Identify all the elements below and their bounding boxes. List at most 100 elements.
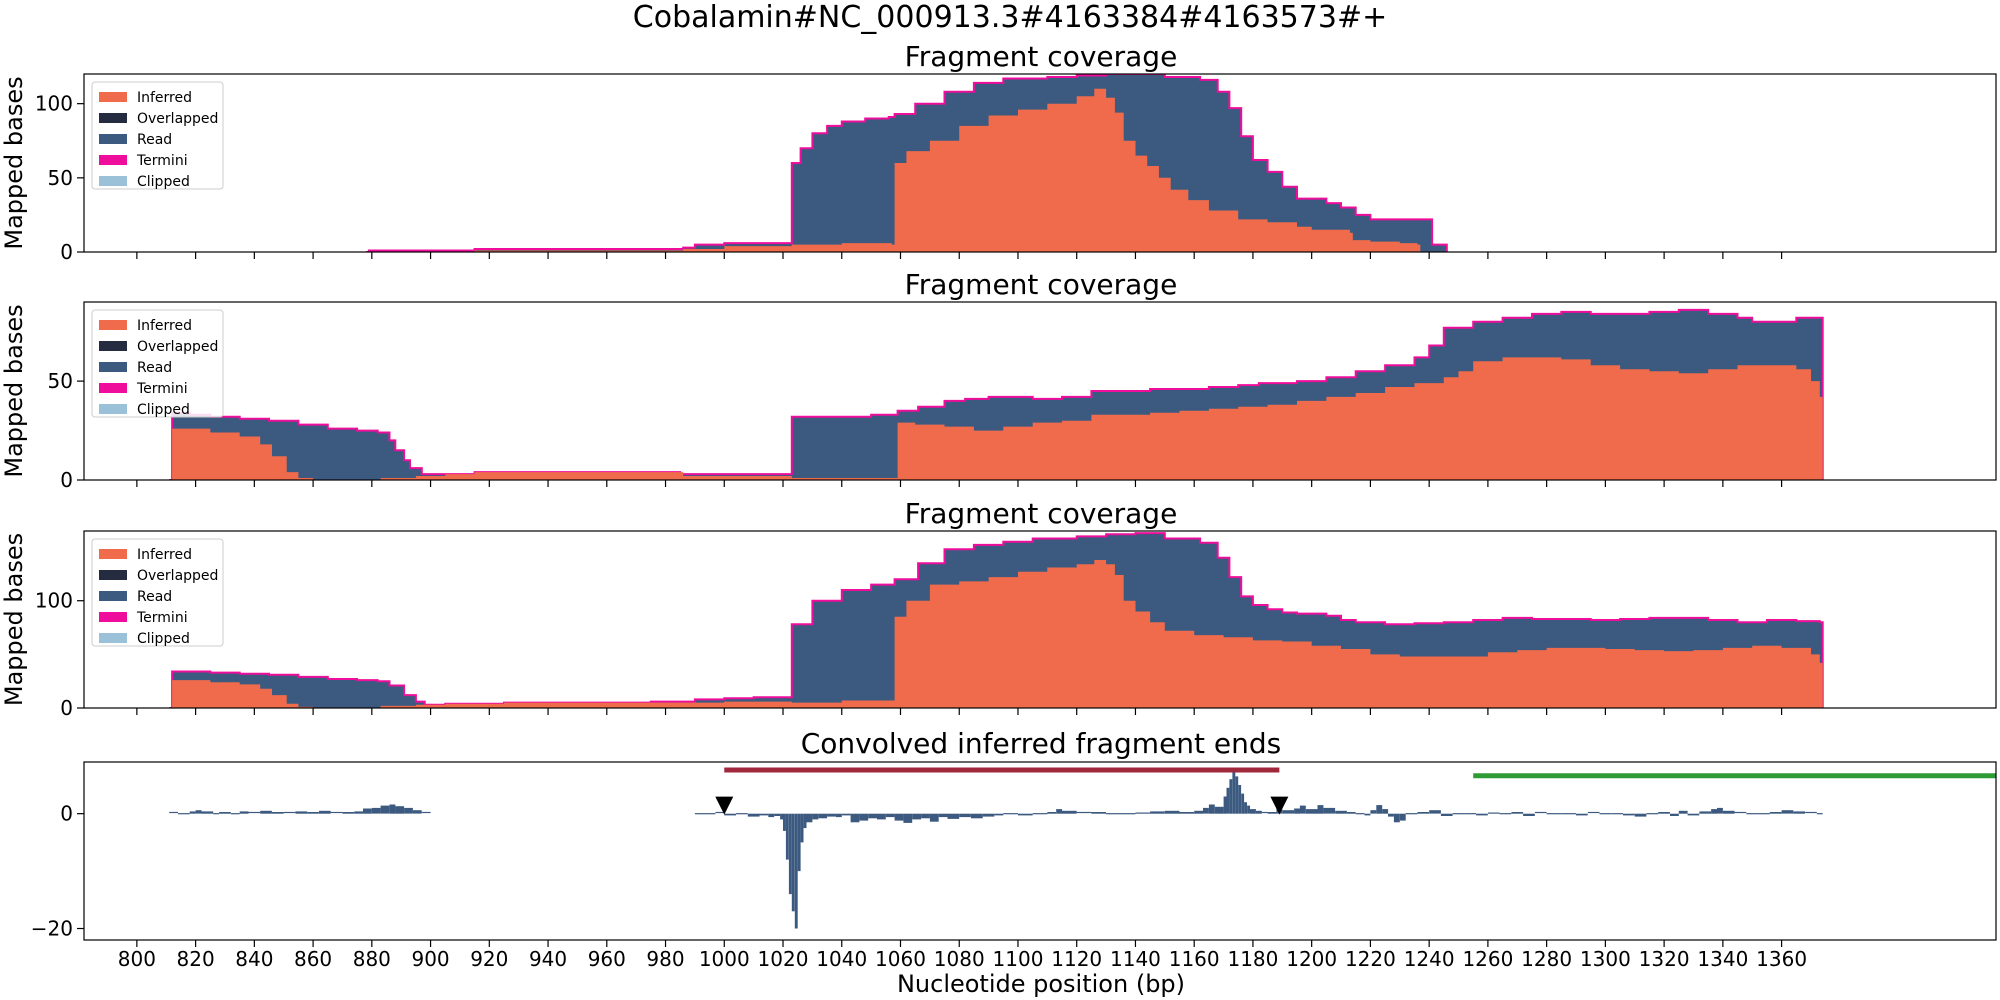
panel-4-plot-area <box>169 770 1823 929</box>
panel-4-bar <box>1267 812 1277 814</box>
panel-4-bar <box>412 810 422 814</box>
panel-3-inferred-area <box>169 560 1823 708</box>
panel-3-legend-swatch-overlapped <box>99 570 127 580</box>
panel-4-bar <box>1062 810 1077 814</box>
panel-4: Convolved inferred fragment ends 0 −20 <box>31 727 1997 947</box>
panel-4-bar <box>1150 811 1165 814</box>
panel-4-bar <box>342 812 355 814</box>
panel-4-bar <box>1056 809 1063 814</box>
panel-4-bar <box>1417 812 1430 814</box>
panel-4-bar <box>1018 813 1033 816</box>
panel-4-bar <box>1476 813 1488 816</box>
panel-4-bar <box>1722 810 1735 814</box>
panel-1-ytick-label: 50 <box>48 166 73 190</box>
panel-2-inferred-area <box>169 357 1823 480</box>
panel-2-ylabel: Mapped bases <box>0 304 28 477</box>
panel-4-bar <box>189 811 196 814</box>
panel-4-bar <box>1623 813 1635 816</box>
panel-4-bar <box>272 812 284 814</box>
panel-4-bar <box>1203 807 1209 814</box>
panel-4-bar <box>1429 810 1441 814</box>
panel-4-bar <box>1670 813 1679 816</box>
xtick-label: 1300 <box>1580 947 1631 971</box>
panel-4-bar <box>1769 812 1782 814</box>
panel-1-title: Fragment coverage <box>905 40 1178 73</box>
panel-4-bar <box>283 811 296 814</box>
panel-4-bar <box>715 811 725 814</box>
panel-4-bar <box>1255 810 1262 814</box>
xtick-label: 840 <box>235 947 273 971</box>
panel-4-bar <box>794 813 798 929</box>
panel-4-bar <box>885 813 895 818</box>
panel-4-ytick-label: −20 <box>31 917 73 941</box>
panel-1-termini-line <box>366 74 1448 252</box>
panel-4-bar <box>1226 787 1230 814</box>
xtick-label: 1160 <box>1169 947 1220 971</box>
panel-3-ytick-label: 0 <box>60 696 73 720</box>
panel-4-bar <box>736 813 748 815</box>
panel-4-bar <box>1214 806 1224 814</box>
panel-4-bar <box>912 813 921 820</box>
panel-4-bar <box>818 813 828 819</box>
panel-2-legend-label-read: Read <box>137 360 172 376</box>
xtick-label: 1060 <box>875 947 926 971</box>
panel-4-bar <box>404 807 413 814</box>
panel-4-bar <box>1399 813 1406 821</box>
panel-4-bar <box>959 813 971 818</box>
panel-3-termini-line <box>169 532 1824 708</box>
panel-4-bar <box>380 805 390 814</box>
panel-4-bar <box>797 813 801 872</box>
panel-4-bar <box>1746 813 1759 815</box>
panel-4-bar <box>1658 812 1670 814</box>
panel-4-title: Convolved inferred fragment ends <box>801 727 1282 760</box>
marker-triangle-1 <box>715 796 734 815</box>
xtick-label: 1360 <box>1756 947 1807 971</box>
panel-4-bar <box>1235 776 1239 814</box>
xtick-label: 1320 <box>1639 947 1690 971</box>
panel-2-legend-label-termini: Termini <box>136 381 188 397</box>
panel-4-bar <box>1003 813 1018 815</box>
panel-4-bar <box>938 813 948 818</box>
xtick-label: 980 <box>646 947 684 971</box>
xtick-label: 1040 <box>816 947 867 971</box>
panel-1-legend: Inferred Overlapped Read Termini Clipped <box>91 81 224 190</box>
panel-4-bar <box>201 811 214 814</box>
panel-1-legend-swatch-overlapped <box>99 113 127 123</box>
panel-3-ytick-label: 100 <box>35 589 73 613</box>
panel-4-bar <box>1576 813 1588 816</box>
panel-4-bar <box>706 813 716 815</box>
panel-1-legend-label-overlapped: Overlapped <box>137 111 218 127</box>
panel-4-bar <box>1561 813 1576 815</box>
panel-4-bar <box>421 811 431 814</box>
panel-4-bar <box>929 813 939 822</box>
panel-4-bar <box>363 808 372 814</box>
panel-2-legend: Inferred Overlapped Read Termini Clipped <box>91 309 224 418</box>
panel-4-bar <box>1440 813 1453 816</box>
panel-4-bar <box>248 811 261 814</box>
panel-4-bar <box>1370 810 1377 814</box>
panel-4-bar <box>971 813 983 819</box>
panel-4-bar <box>1091 812 1107 814</box>
panel-4-bar <box>806 813 813 823</box>
panel-4-bar <box>724 813 736 816</box>
panel-4-bar <box>1393 813 1400 823</box>
xtick-label: 1340 <box>1697 947 1748 971</box>
panel-3-legend-label-inferred: Inferred <box>137 547 192 563</box>
panel-4-bar <box>1305 809 1318 814</box>
panel-4-bar <box>947 813 960 819</box>
panel-4-bar <box>791 813 795 912</box>
panel-4-bar <box>1805 811 1817 814</box>
xtick-label: 1100 <box>993 947 1044 971</box>
panel-4-ytick-label: 0 <box>60 802 73 826</box>
xtick-label: 800 <box>118 947 156 971</box>
panel-1-ylabel: Mapped bases <box>0 76 28 249</box>
figure-suptitle: Cobalamin#NC_000913.3#4163384#4163573#+ <box>633 0 1387 35</box>
panel-3-title: Fragment coverage <box>905 497 1178 530</box>
panel-4-bar <box>295 811 308 814</box>
panel-4-bar <box>850 813 860 823</box>
panel-2-legend-label-clipped: Clipped <box>137 402 190 418</box>
panel-2-legend-swatch-inferred <box>99 320 127 330</box>
panel-4-bar <box>841 813 851 816</box>
panel-4-bar <box>1388 813 1394 817</box>
